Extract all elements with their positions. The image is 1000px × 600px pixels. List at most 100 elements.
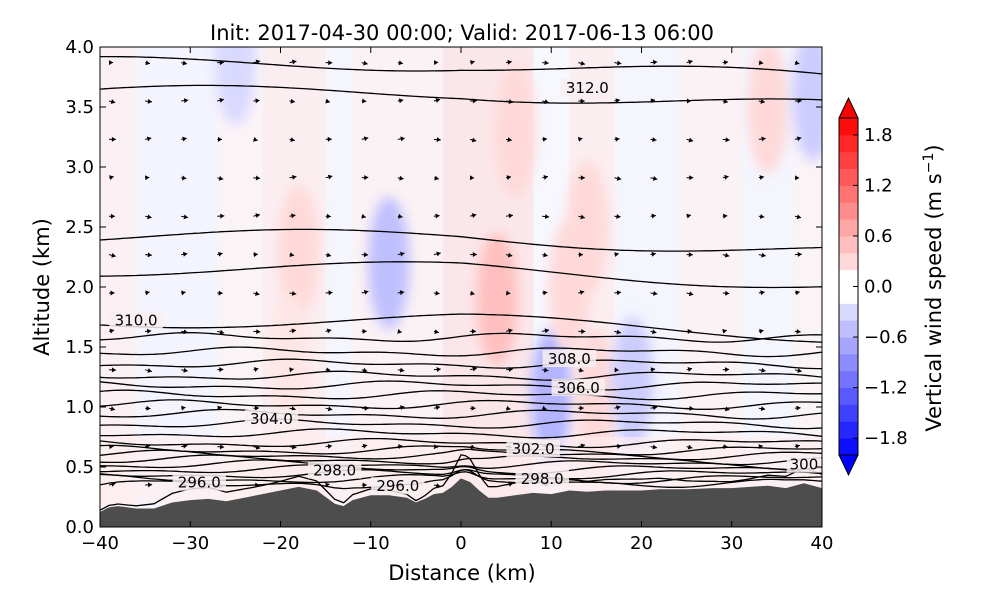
colorbar-label-unit: (m s [922,173,946,219]
x-axis-label: Distance (km) [388,561,536,585]
x-tick-label: 40 [811,533,834,554]
wind-vector-head [327,174,333,180]
wind-vector-head [722,328,727,334]
wind-vector-head [147,368,152,373]
wind-vector-head [183,214,189,220]
wind-vector-head [398,213,403,219]
wind-vector-head [182,251,188,257]
contour-label-bg [307,461,362,479]
wind-vector-head [579,405,584,411]
wind-vector-head [506,405,511,411]
colorbar-segment [839,235,858,254]
wind-vector-head [544,328,550,334]
wind-feature [494,65,536,197]
wind-vector-head [400,136,405,142]
wind-vector-head [145,60,150,66]
wind-vector-head [219,60,224,66]
x-tick-label: −10 [352,533,390,554]
wind-vector-head [472,252,477,258]
wind-vector-head [291,328,296,334]
x-tick-label: −30 [171,533,209,554]
wind-vector-head [255,98,260,104]
wind-vector-head [761,136,766,142]
wind-vector-head [363,289,369,295]
wind-vector-head [219,97,224,103]
wind-vector-head [435,483,441,488]
wind-vector-head [472,98,477,104]
wind-vector-head [255,482,260,488]
wind-vector-head [616,290,622,296]
wind-vector-head [796,329,801,335]
wind-vector-head [723,59,729,65]
contour-label: 310.0 [115,312,158,330]
colorbar-segment [839,320,858,338]
wind-vector-head [651,213,656,219]
wind-vector-head [363,136,369,142]
terrain [100,478,822,527]
theta-contour [100,428,822,439]
wind-vector-head [109,328,115,334]
wind-vector-head [362,328,367,334]
contour-label: 302.0 [512,440,555,458]
x-tick-label: 10 [540,533,563,554]
wind-vector-head [364,175,369,181]
wind-vector-head [289,367,294,373]
wind-vector-head [796,405,801,411]
colorbar-label-close: ) [922,144,946,152]
wind-vector-head [724,406,730,412]
wind-vector-head [688,252,693,258]
wind-vector-head [616,405,621,411]
wind-feature [277,185,320,317]
colorbar-extend-min [838,454,859,477]
theta-contour [100,332,822,343]
wind-vector-head [255,213,260,219]
wind-vector-head [797,98,802,104]
wind-vector-head [723,444,728,450]
wind-vector-head [182,175,187,181]
wind-vector-head [471,328,476,334]
wind-vector-head [253,137,258,142]
y-tick-label: 1.0 [65,397,94,418]
wind-vector-head [145,175,150,181]
wind-vector-head [434,175,439,181]
colorbar-segment [839,370,858,389]
theta-contour [100,399,822,410]
wind-vector-head [255,59,261,65]
colorbar-segment [839,134,858,153]
wind-vector-head [758,60,764,66]
wind-vector-head [580,60,585,66]
wind-vector-head [217,405,222,411]
colorbar-segment [839,118,858,136]
wind-vector-head [725,137,730,143]
wind-vector-head [544,60,549,66]
contour-label-bg [542,350,597,367]
wind-vector-head [724,252,730,258]
wind-vector-head [760,98,765,104]
wind-vector-head [578,252,583,258]
colorbar-tick-label: −1.8 [864,428,908,449]
wind-vector-head [507,59,512,65]
wind-vector-head [652,329,657,335]
wind-vector-head [400,251,405,257]
wind-vector-head [688,59,693,65]
wind-vector-head [687,366,693,372]
wind-vector-head [399,175,404,181]
wind-feature [368,197,410,329]
chart-title: Init: 2017-04-30 00:00; Valid: 2017-06-1… [210,21,714,45]
wind-vector-head [470,444,476,450]
wind-vector-head [110,406,115,412]
colorbar-segment [839,269,858,287]
wind-vector-head [689,405,694,411]
wind-vector-head [580,98,585,104]
colorbar-tick-label: 1.2 [864,175,893,196]
wind-vector-head [289,252,295,258]
colorbar-tick-label: 0.0 [864,277,893,298]
wind-vector-head [292,174,297,180]
wind-vector-head [614,252,619,257]
wind-vector-head [362,443,368,449]
colorbar-label: Vertical wind speed (m s−1) [921,144,946,431]
wind-vector-head [616,213,621,219]
wind-vector-head [436,366,441,372]
wind-vector-head [290,98,295,104]
wind-vector-head [797,251,802,257]
